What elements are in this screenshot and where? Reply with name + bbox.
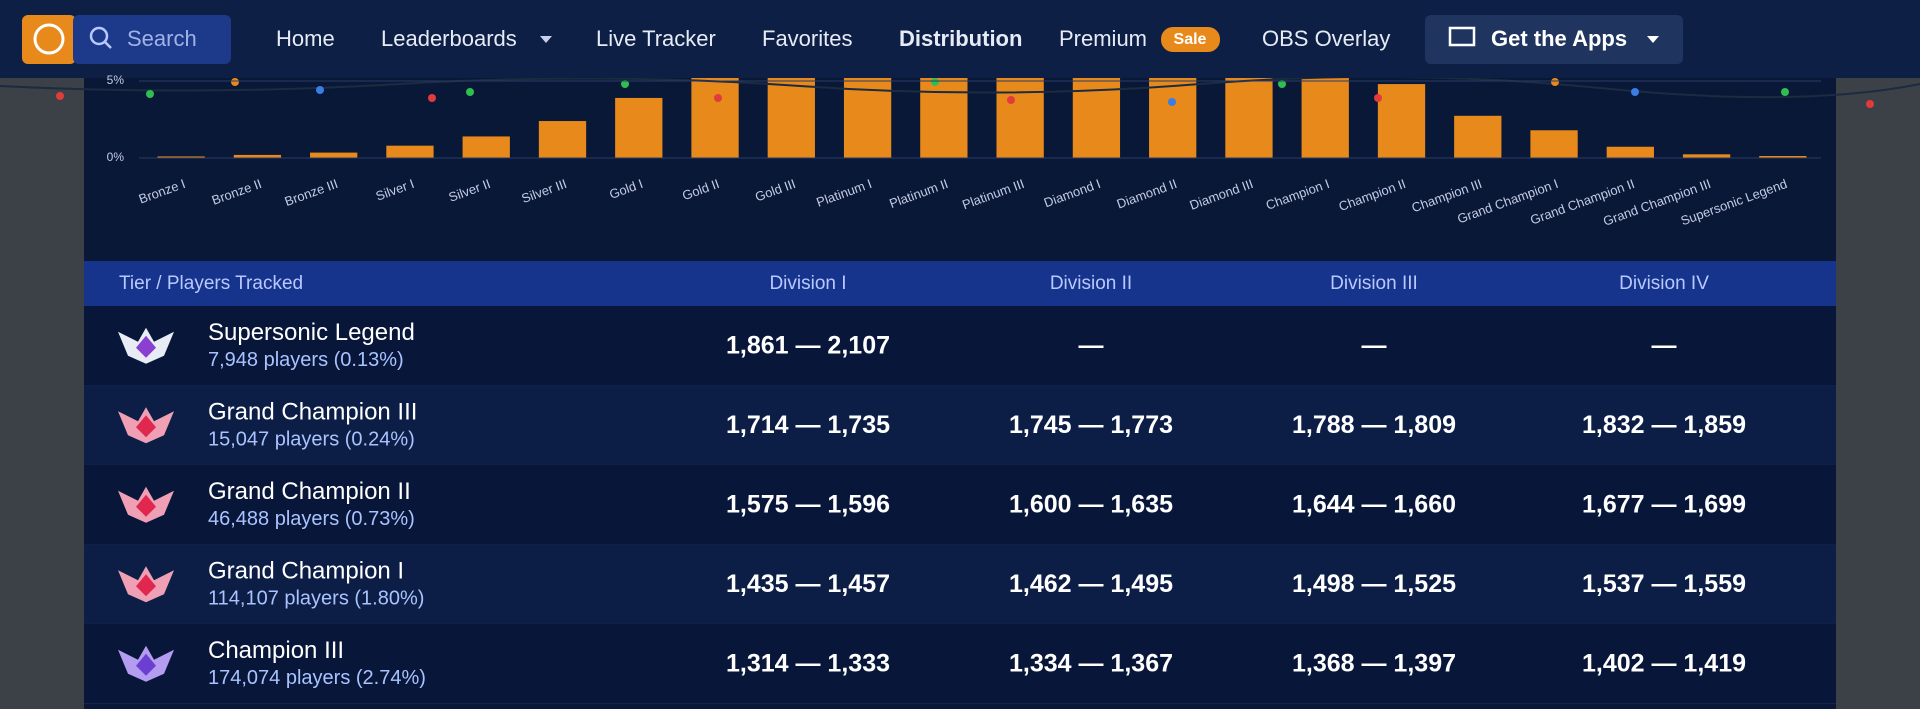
table-header <box>84 261 1836 306</box>
table-row <box>84 544 1836 624</box>
leaderboards-caret <box>540 36 552 43</box>
apps-caret <box>1647 36 1659 43</box>
column-header: Division III <box>1330 273 1418 294</box>
division-range: 1,537 — 1,559 <box>1582 570 1746 598</box>
bar <box>1454 115 1502 158</box>
division-range: 1,714 — 1,735 <box>726 411 890 439</box>
column-header: Division I <box>769 273 846 294</box>
search-placeholder: Search <box>127 26 197 51</box>
division-range: 1,832 — 1,859 <box>1582 411 1746 439</box>
players-tracked: 114,107 players (1.80%) <box>208 588 424 610</box>
nav-item[interactable]: OBS Overlay <box>1262 26 1390 51</box>
players-tracked: 15,047 players (0.24%) <box>208 429 415 451</box>
table-row <box>84 306 1836 386</box>
rank-icon-gem <box>136 415 156 438</box>
logo[interactable] <box>22 15 76 64</box>
nav-item[interactable]: Favorites <box>762 26 852 51</box>
division-range: — <box>1362 331 1387 359</box>
bar <box>691 78 739 158</box>
tier-name: Supersonic Legend <box>208 319 415 346</box>
nav-item[interactable]: Distribution <box>899 26 1022 51</box>
bar <box>1377 84 1426 158</box>
plot <box>157 78 1807 159</box>
division-range: 1,498 — 1,525 <box>1292 570 1456 598</box>
search-icon <box>89 26 109 46</box>
bar <box>462 136 510 158</box>
apps-button-text: Get the Apps <box>1491 26 1627 51</box>
tier-name: Grand Champion I <box>208 558 404 585</box>
table-row <box>84 385 1836 465</box>
bar <box>1530 130 1578 158</box>
table-row <box>84 624 1836 704</box>
bar <box>1301 78 1349 158</box>
bar <box>1606 146 1654 158</box>
lights-wire <box>0 75 1920 99</box>
division-range: 1,600 — 1,635 <box>1009 490 1173 518</box>
search-box[interactable] <box>73 15 231 64</box>
rank-icon-gem <box>136 494 156 517</box>
division-range: 1,745 — 1,773 <box>1009 411 1173 439</box>
division-range: 1,334 — 1,367 <box>1009 649 1173 677</box>
players-tracked: 7,948 players (0.13%) <box>208 349 404 371</box>
bar <box>386 145 434 158</box>
sale-badge <box>1161 27 1220 52</box>
bar <box>1225 78 1273 158</box>
nav-item[interactable]: Leaderboards <box>381 26 517 51</box>
tier-name: Grand Champion II <box>208 478 411 505</box>
nav-item[interactable]: Home <box>276 26 335 51</box>
column-header: Division IV <box>1619 273 1709 294</box>
sale-badge-text: Sale <box>1174 31 1207 48</box>
division-range: 1,402 — 1,419 <box>1582 649 1746 677</box>
nav-item[interactable]: Live Tracker <box>596 26 716 51</box>
players-tracked: 174,074 players (2.74%) <box>208 667 426 689</box>
y-tick-label: 0% <box>107 150 125 164</box>
tier-name: Grand Champion III <box>208 399 417 426</box>
bar <box>1149 78 1197 159</box>
players-tracked: 46,488 players (0.73%) <box>208 508 415 530</box>
rank-icon-gem <box>136 335 156 358</box>
apps-button[interactable] <box>1425 15 1683 64</box>
division-range: 1,861 — 2,107 <box>726 331 890 359</box>
bar <box>310 152 358 158</box>
lights <box>56 78 1874 108</box>
rank-icon-gem <box>136 574 156 597</box>
division-range: 1,788 — 1,809 <box>1292 411 1456 439</box>
logo-mark <box>33 23 65 55</box>
division-range: — <box>1652 331 1677 359</box>
division-range: 1,462 — 1,495 <box>1009 570 1173 598</box>
y-tick-label: 5% <box>107 73 125 87</box>
division-range: 1,368 — 1,397 <box>1292 649 1456 677</box>
bar <box>615 97 663 158</box>
search-icon-handle <box>104 41 112 49</box>
nav-item[interactable]: Premium <box>1059 26 1147 51</box>
division-range: 1,644 — 1,660 <box>1292 490 1456 518</box>
apps-icon <box>1448 26 1476 47</box>
division-range: 1,575 — 1,596 <box>726 490 890 518</box>
bar <box>233 154 282 158</box>
column-header: Division II <box>1050 273 1132 294</box>
division-range: 1,314 — 1,333 <box>726 649 890 677</box>
bar <box>1759 155 1807 158</box>
division-range: 1,435 — 1,457 <box>726 570 890 598</box>
column-header: Tier / Players Tracked <box>119 273 303 294</box>
division-range: — <box>1079 331 1104 359</box>
bar <box>767 78 815 159</box>
bar <box>157 156 205 158</box>
rank-icon-gem <box>136 653 156 676</box>
division-range: 1,677 — 1,699 <box>1582 490 1746 518</box>
bar <box>1682 154 1731 158</box>
bar <box>538 121 587 158</box>
tier-name: Champion III <box>208 637 344 664</box>
table-row <box>84 465 1836 545</box>
